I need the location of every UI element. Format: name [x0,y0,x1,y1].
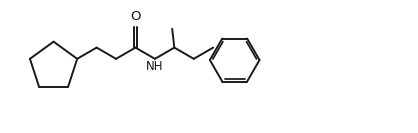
Text: NH: NH [146,60,164,73]
Text: O: O [130,11,141,23]
